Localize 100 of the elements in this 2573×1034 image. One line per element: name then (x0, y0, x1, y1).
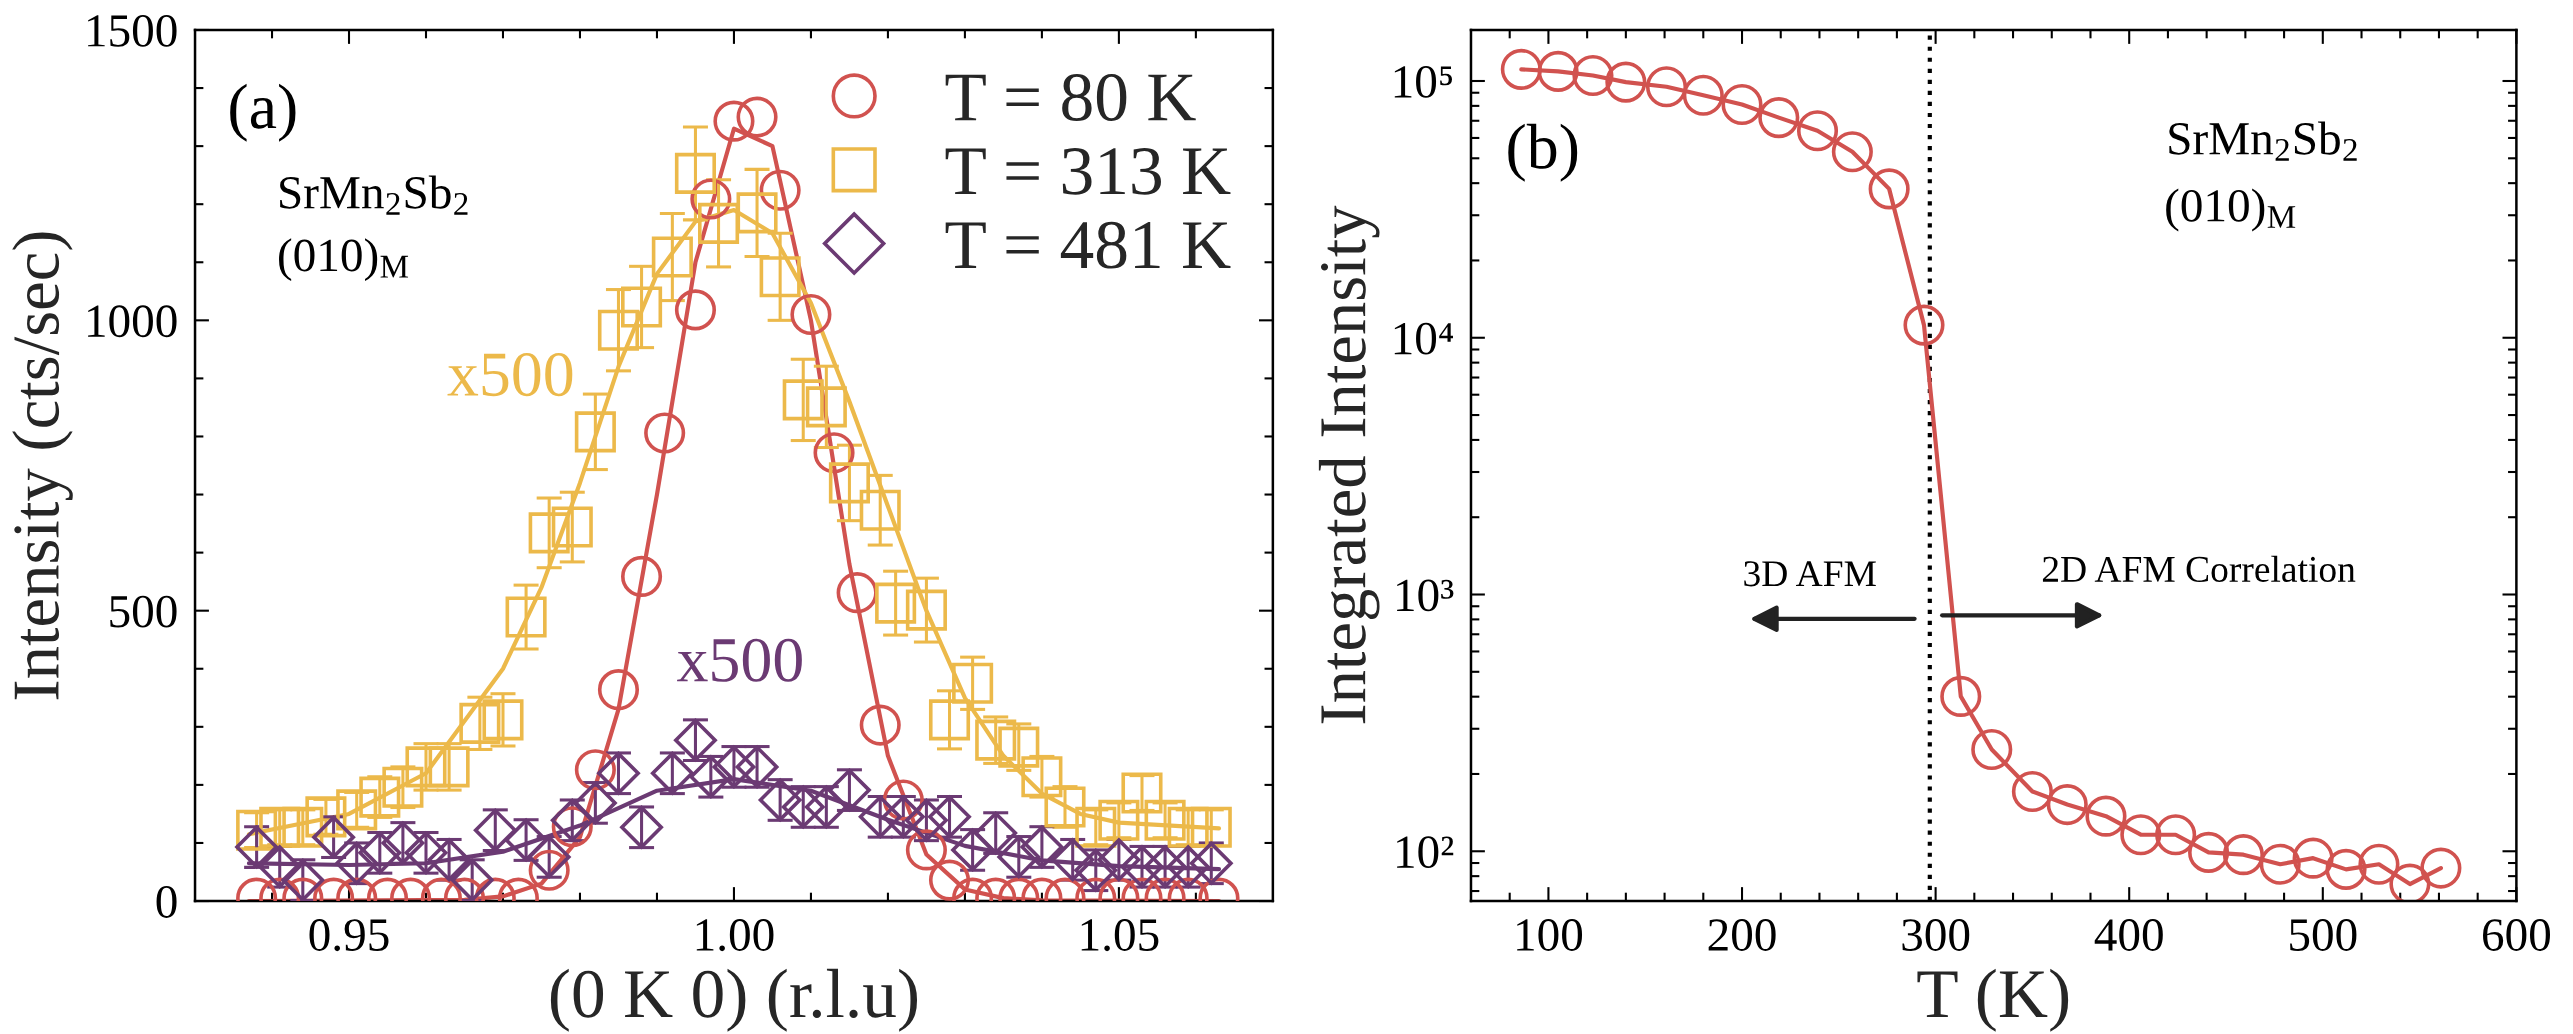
point (827, 768, 871, 812)
point (674, 152, 717, 194)
y-tick-label: 10⁴ (1394, 322, 1453, 355)
point (644, 412, 686, 454)
y-axis-title: Intensity (cts/sec) (12, 232, 73, 700)
x-tick-label: 500 (2290, 919, 2357, 951)
point (951, 828, 995, 872)
point (974, 811, 1018, 855)
point (736, 96, 778, 138)
point (2420, 847, 2462, 889)
point (1098, 799, 1140, 841)
x-tick-label: 400 (2094, 919, 2163, 951)
point (405, 746, 447, 788)
point (382, 766, 424, 808)
point (650, 751, 694, 795)
point (2120, 814, 2162, 856)
annotation: SrMn$_{2}$Sb$_{2}$ (2169, 121, 2357, 161)
point (305, 796, 347, 838)
x-axis-title: (0 K 0) (r.l.u) (550, 968, 918, 1032)
point (1971, 728, 2013, 771)
point (621, 555, 663, 597)
point (1831, 131, 1873, 173)
x-tick-label: 1.05 (1081, 919, 1159, 952)
point (759, 256, 801, 298)
point (1144, 799, 1186, 841)
point (1021, 756, 1063, 798)
point (790, 293, 832, 336)
point (759, 169, 801, 211)
point (697, 202, 740, 244)
point (928, 699, 971, 741)
y-tick-label: 1000 (88, 305, 177, 338)
point (952, 662, 994, 704)
annotation: (a) (230, 83, 296, 142)
point (473, 808, 517, 852)
x-tick-label: 0.95 (309, 919, 389, 952)
point (381, 821, 425, 865)
point (335, 841, 379, 885)
point (2046, 784, 2088, 826)
point (528, 849, 570, 891)
x-axis-title: T (K) (1917, 968, 2069, 1032)
x-tick-label: 300 (1902, 919, 1970, 951)
point (758, 778, 802, 822)
point (905, 589, 947, 631)
point (2292, 837, 2334, 879)
point (805, 386, 847, 428)
point (597, 669, 640, 711)
y-tick-label: 500 (110, 595, 177, 628)
point (2188, 831, 2230, 873)
point (997, 835, 1041, 879)
point (1682, 74, 1724, 116)
point (427, 838, 471, 882)
point (1940, 675, 1982, 717)
x-tick-label: 1.00 (696, 919, 774, 952)
point (1500, 48, 1542, 90)
point (428, 746, 470, 788)
y-tick-label: 10² (1397, 836, 1454, 869)
point (336, 789, 378, 831)
point (597, 751, 640, 795)
point (1074, 848, 1118, 892)
annotation: (b) (1508, 123, 1578, 182)
point (2085, 795, 2127, 837)
point (459, 702, 501, 744)
annotation: (010)$_{M}$ (279, 238, 409, 282)
legend-label: T = 481 K (945, 221, 1231, 269)
x-tick-label: 600 (2483, 919, 2551, 951)
point (281, 858, 325, 902)
point (235, 825, 279, 869)
point (1868, 168, 1910, 210)
point (404, 831, 448, 875)
legend-label: T = 80 K (945, 74, 1196, 121)
point (1758, 97, 1800, 139)
point (905, 829, 947, 871)
legend-label: T = 313 K (945, 148, 1231, 195)
point (975, 719, 1017, 761)
annotation: (010)$_{M}$ (2166, 188, 2296, 232)
point (2155, 814, 2197, 856)
point (1721, 83, 1763, 126)
point (2389, 863, 2431, 902)
point (358, 831, 402, 875)
x-tick-label: 100 (1517, 919, 1583, 951)
point (859, 489, 901, 531)
point (573, 781, 617, 825)
point (312, 815, 356, 859)
point (359, 776, 401, 818)
point (505, 596, 547, 638)
point (782, 379, 824, 421)
y-tick-label: 10⁵ (1394, 65, 1453, 98)
y-tick-label: 1500 (88, 14, 177, 47)
point (998, 726, 1040, 768)
point (713, 100, 755, 142)
point (2358, 843, 2400, 885)
point (2259, 843, 2301, 885)
annotation: 2D AFM Correlation (2042, 555, 2356, 583)
point (482, 699, 524, 741)
point (651, 236, 693, 278)
y-tick-label: 10³ (1397, 579, 1454, 612)
point (1020, 825, 1064, 869)
point (551, 506, 593, 548)
annotation: SrMn$_{2}$Sb$_{2}$ (280, 175, 468, 215)
point (1903, 304, 1945, 346)
